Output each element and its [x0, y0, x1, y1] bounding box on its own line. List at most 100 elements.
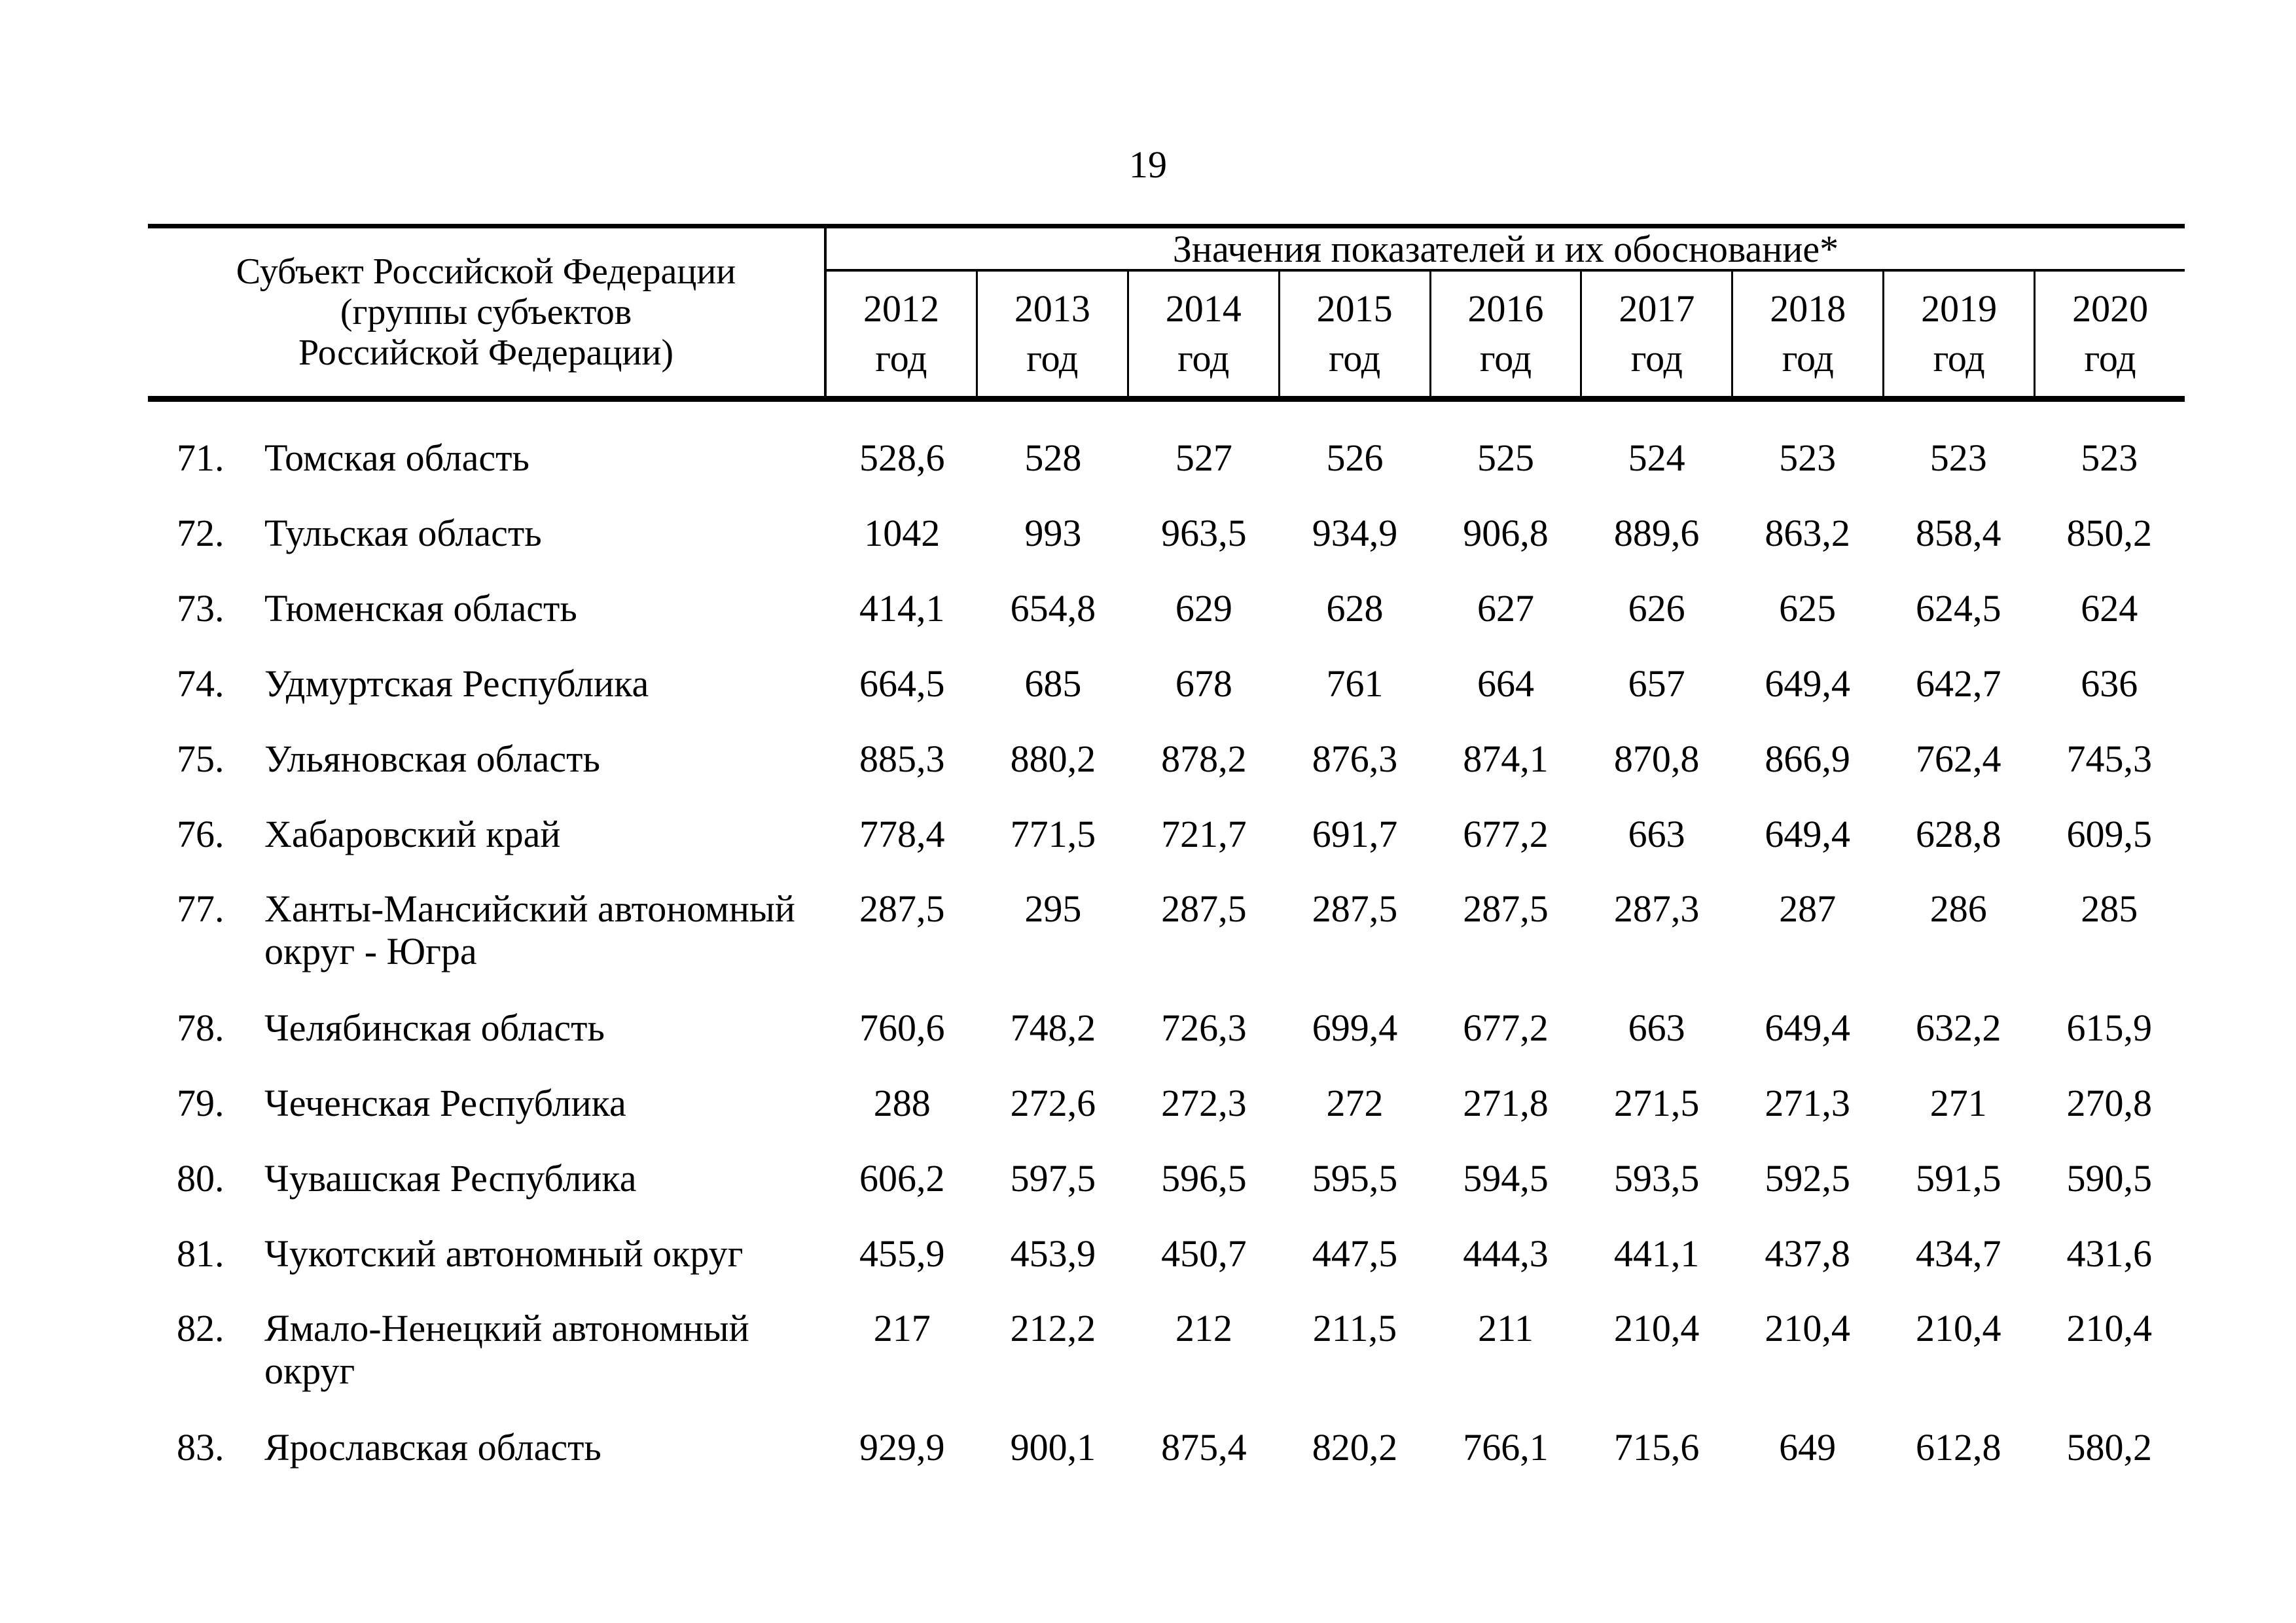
subject-name-line1: Ульяновская область [264, 738, 600, 780]
subject-name: Тюменская область [264, 586, 827, 630]
subject-header-line3: Российской Федерации) [298, 332, 674, 373]
year-unit-label: год [1177, 337, 1230, 380]
row-number: 81. [177, 1232, 224, 1275]
year-column-header: 2013 год [975, 272, 1127, 396]
value-cell: 726,3 [1161, 1007, 1247, 1049]
value-cell: 963,5 [1161, 512, 1247, 554]
year-label: 2014 [1165, 287, 1242, 330]
table-row: 74. Удмуртская Республика 664,5 685 678 761 66… [148, 646, 2185, 721]
value-cell: 629 [1175, 587, 1232, 630]
value-cell: 880,2 [1010, 738, 1096, 780]
row-number: 77. [177, 887, 224, 930]
row-number: 71. [177, 437, 224, 479]
value-cell: 677,2 [1463, 1007, 1549, 1049]
year-column-header: 2020 год [2034, 272, 2185, 396]
value-cell: 678 [1175, 662, 1232, 705]
value-cell: 664 [1477, 662, 1535, 705]
subject-name-line1: Удмуртская Республика [264, 662, 649, 705]
value-cell: 526 [1326, 437, 1384, 479]
value-cell: 663 [1628, 813, 1685, 855]
value-cell: 450,7 [1161, 1232, 1247, 1275]
subject-cell: 82. Ямало-Ненецкий автономный округ [148, 1307, 827, 1392]
value-cell: 285 [2081, 887, 2138, 930]
value-cell: 820,2 [1312, 1426, 1398, 1469]
header-bottom-border [148, 396, 2185, 402]
value-cell: 612,8 [1915, 1426, 2001, 1469]
subject-name-line1: Тульская область [264, 512, 542, 554]
value-cell: 624 [2081, 587, 2138, 630]
year-column-header: 2017 год [1580, 272, 1731, 396]
value-cell: 900,1 [1010, 1426, 1096, 1469]
subject-name-line1: Чеченская Республика [264, 1082, 626, 1124]
indicators-table: Субъект Российской Федерации (группы суб… [148, 224, 2185, 1485]
value-cell: 929,9 [859, 1426, 945, 1469]
subject-cell: 74. Удмуртская Республика [148, 662, 827, 705]
value-cell: 597,5 [1010, 1157, 1096, 1200]
value-cell: 664,5 [859, 662, 945, 705]
year-column-header: 2015 год [1278, 272, 1429, 396]
subject-cell: 78. Челябинская область [148, 1006, 827, 1050]
row-number: 75. [177, 738, 224, 780]
value-cell: 625 [1779, 587, 1837, 630]
subject-name-line1: Чукотский автономный округ [264, 1232, 744, 1275]
value-cell: 624,5 [1915, 587, 2001, 630]
value-cell: 626 [1628, 587, 1685, 630]
value-cell: 1042 [864, 512, 941, 554]
subject-cell: 73. Тюменская область [148, 586, 827, 630]
value-cell: 210,4 [2066, 1307, 2153, 1349]
value-cell: 596,5 [1161, 1157, 1247, 1200]
value-cell: 934,9 [1312, 512, 1398, 554]
value-cell: 606,2 [859, 1157, 945, 1200]
year-unit-label: год [1782, 337, 1834, 380]
value-cells: 288 272,6 272,3 272 271,8 271,5 271,3 271 270,8 [827, 1081, 2185, 1125]
subject-header-line1: Субъект Российской Федерации [236, 251, 736, 292]
value-cell: 592,5 [1765, 1157, 1850, 1200]
row-number: 76. [177, 813, 224, 855]
value-cell: 649,4 [1765, 813, 1850, 855]
value-cell: 580,2 [2066, 1426, 2153, 1469]
subject-name: Чувашская Республика [264, 1156, 827, 1200]
subject-name-line1: Чувашская Республика [264, 1157, 637, 1200]
value-cell: 657 [1628, 662, 1685, 705]
value-cells: 528,6 528 527 526 525 524 523 523 523 [827, 436, 2185, 480]
value-cell: 615,9 [2066, 1007, 2153, 1049]
value-cell: 628,8 [1915, 813, 2001, 855]
table-row: 75. Ульяновская область 885,3 880,2 878,2 876… [148, 721, 2185, 796]
year-column-header: 2016 год [1429, 272, 1581, 396]
subject-name: Томская область [264, 436, 827, 480]
subject-cell: 81. Чукотский автономный округ [148, 1232, 827, 1275]
value-cells: 929,9 900,1 875,4 820,2 766,1 715,6 649 612,8 58… [827, 1425, 2185, 1469]
value-cell: 628 [1326, 587, 1384, 630]
table-row: 72. Тульская область 1042 993 963,5 934,9 906,… [148, 495, 2185, 571]
subject-name: Хабаровский край [264, 812, 827, 856]
value-cell: 272,6 [1010, 1082, 1096, 1124]
value-cells: 664,5 685 678 761 664 657 649,4 642,7 636 [827, 662, 2185, 705]
value-cell: 211,5 [1312, 1307, 1397, 1349]
subject-name-line1: Хабаровский край [264, 813, 561, 855]
value-cell: 441,1 [1613, 1232, 1700, 1275]
value-cell: 211 [1478, 1307, 1534, 1349]
subject-name-line1: Томская область [264, 437, 529, 479]
year-label: 2017 [1619, 287, 1695, 330]
value-cell: 632,2 [1915, 1007, 2001, 1049]
value-cell: 287,5 [1463, 887, 1549, 930]
value-cell: 778,4 [859, 813, 945, 855]
value-cell: 414,1 [859, 587, 945, 630]
value-cell: 447,5 [1312, 1232, 1398, 1275]
value-cell: 885,3 [859, 738, 945, 780]
page-number: 19 [1129, 143, 1167, 186]
row-number: 83. [177, 1426, 224, 1469]
value-cell: 636 [2081, 662, 2138, 705]
values-header: Значения показателей и их обоснование* [827, 228, 2185, 272]
value-cell: 528 [1024, 437, 1082, 479]
year-label: 2020 [2072, 287, 2149, 330]
value-cell: 593,5 [1613, 1157, 1700, 1200]
table-row: 78. Челябинская область 760,6 748,2 726,3 699… [148, 990, 2185, 1065]
value-cell: 272 [1326, 1082, 1384, 1124]
subject-name: Чеченская Республика [264, 1081, 827, 1125]
year-label: 2013 [1014, 287, 1090, 330]
subject-cell: 75. Ульяновская область [148, 737, 827, 781]
value-cells: 455,9 453,9 450,7 447,5 444,3 441,1 437,8 434,7… [827, 1232, 2185, 1275]
value-cell: 649,4 [1765, 1007, 1850, 1049]
value-cell: 870,8 [1613, 738, 1700, 780]
